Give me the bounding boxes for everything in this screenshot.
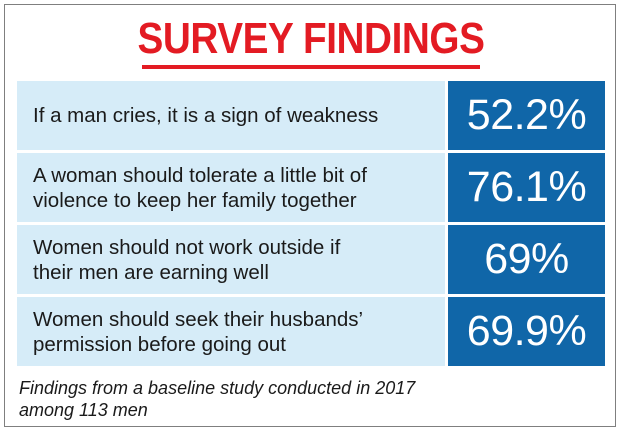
finding-label-line: Women should seek their husbands’ <box>33 307 364 331</box>
finding-label-box: A woman should tolerate a little bit of … <box>17 153 445 222</box>
chart-title: SURVEY FINDINGS <box>137 14 485 63</box>
finding-value-box: 76.1% <box>448 153 605 222</box>
source-footnote: Findings from a baseline study conducted… <box>19 377 579 421</box>
finding-label-line: their men are earning well <box>33 260 269 284</box>
finding-label-line: Women should not work outside if <box>33 235 341 259</box>
finding-value: 69.9% <box>466 307 587 355</box>
finding-value-box: 52.2% <box>448 81 605 150</box>
infographic-frame: SURVEY FINDINGS If a man cries, it is a … <box>4 4 616 427</box>
finding-label-line: violence to keep her family together <box>33 188 357 212</box>
finding-label-line: If a man cries, it is a sign of weakness <box>33 104 379 127</box>
finding-label: A woman should tolerate a little bit of … <box>17 163 433 213</box>
finding-row: Women should seek their husbands’ permis… <box>17 297 605 366</box>
footnote-line: among 113 men <box>19 400 148 420</box>
finding-label-box: If a man cries, it is a sign of weakness <box>17 81 445 150</box>
finding-value-box: 69% <box>448 225 605 294</box>
footnote-line: Findings from a baseline study conducted… <box>19 378 416 398</box>
finding-label: If a man cries, it is a sign of weakness <box>17 103 433 128</box>
finding-value: 52.2% <box>466 91 587 139</box>
finding-label-box: Women should seek their husbands’ permis… <box>17 297 445 366</box>
finding-label: Women should seek their husbands’ permis… <box>17 307 433 357</box>
finding-value-box: 69.9% <box>448 297 605 366</box>
finding-label: Women should not work outside if their m… <box>17 235 433 285</box>
finding-value: 69% <box>484 235 569 283</box>
finding-value: 76.1% <box>466 163 587 211</box>
finding-row: Women should not work outside if their m… <box>17 225 605 294</box>
finding-row: A woman should tolerate a little bit of … <box>17 153 605 222</box>
finding-row: If a man cries, it is a sign of weakness… <box>17 81 605 150</box>
finding-label-box: Women should not work outside if their m… <box>17 225 445 294</box>
finding-label-line: permission before going out <box>33 332 286 356</box>
title-underline <box>142 65 480 69</box>
finding-label-line: A woman should tolerate a little bit of <box>33 163 367 187</box>
